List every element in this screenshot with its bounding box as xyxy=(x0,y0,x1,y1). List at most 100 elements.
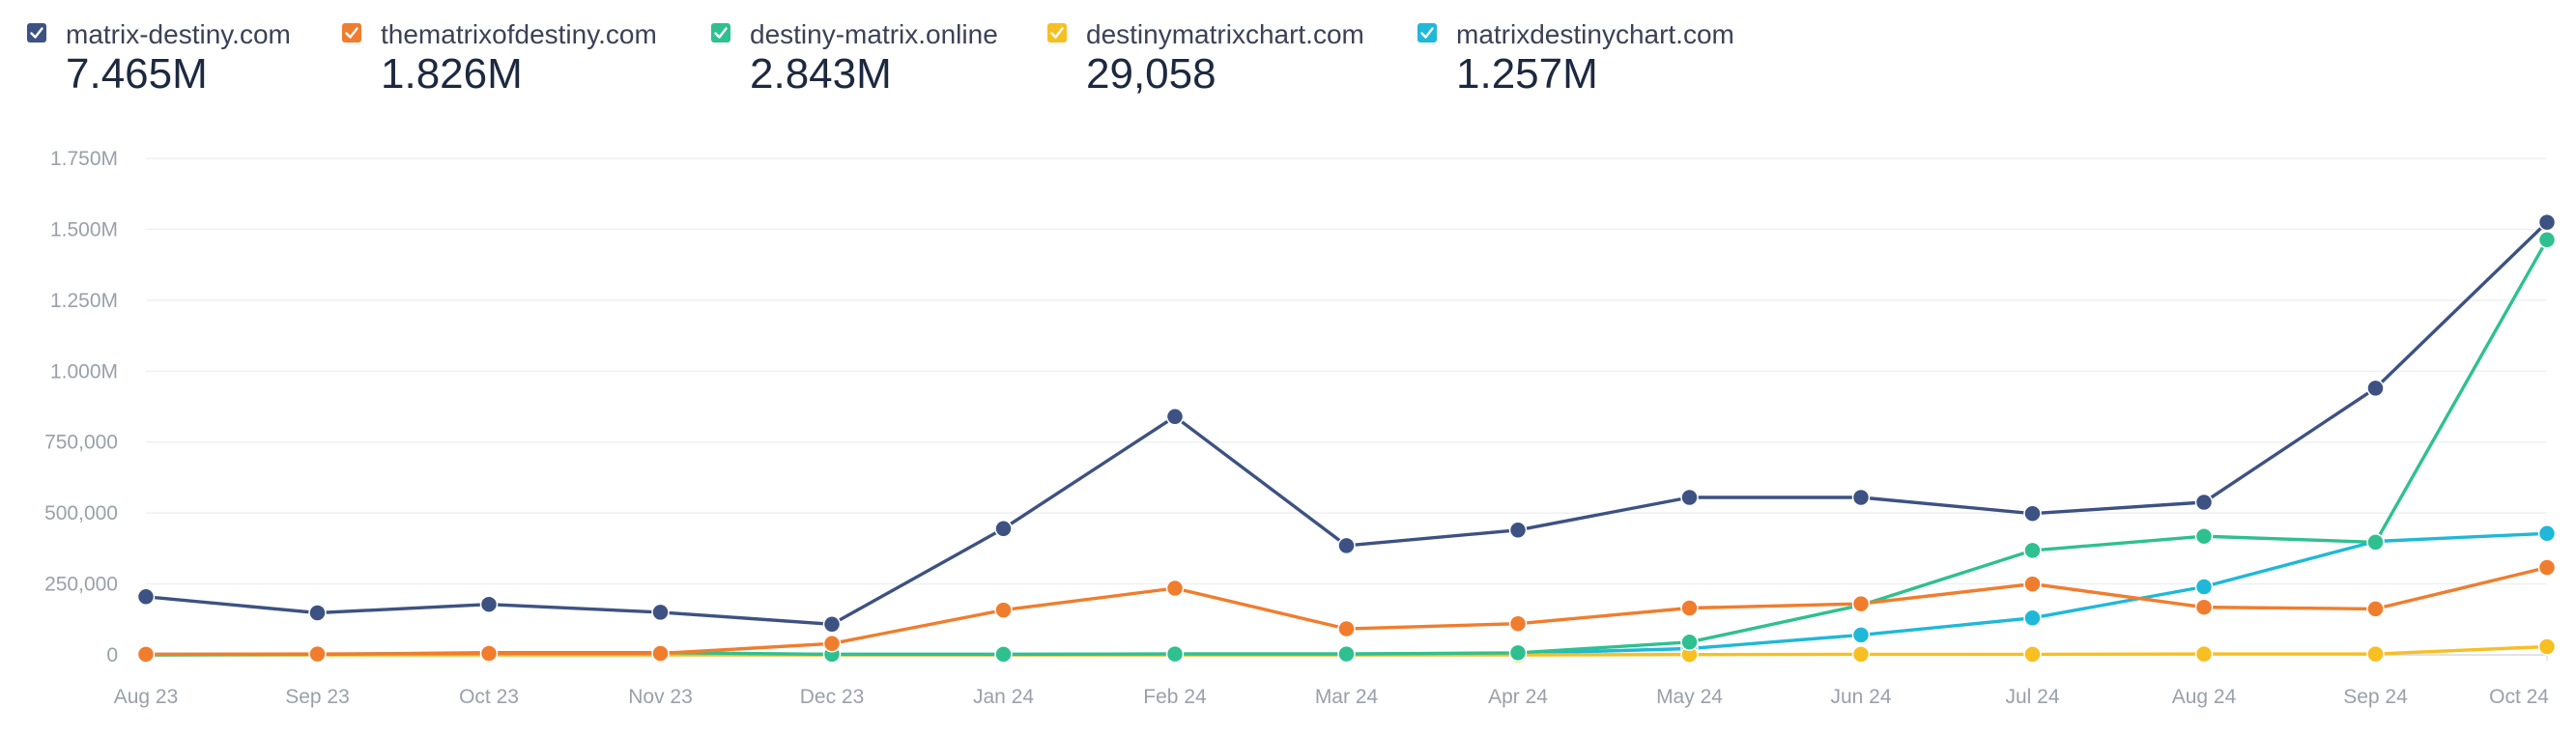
legend-domain-label: destiny-matrix.online xyxy=(750,19,998,49)
data-point[interactable] xyxy=(1680,599,1699,617)
data-point[interactable] xyxy=(2194,598,2214,616)
legend-total-value: 29,058 xyxy=(1086,50,1216,98)
data-point[interactable] xyxy=(994,601,1013,619)
data-point[interactable] xyxy=(2537,212,2557,232)
series-2 xyxy=(136,558,2557,664)
data-point[interactable] xyxy=(2194,578,2214,596)
x-tick-label: Jul 24 xyxy=(2005,686,2059,708)
data-point[interactable] xyxy=(994,645,1013,664)
data-point[interactable] xyxy=(1337,536,1356,555)
legend: matrix-destiny.com 7.465M thematrixofdes… xyxy=(0,0,2576,98)
series-1 xyxy=(136,212,2557,634)
data-point[interactable] xyxy=(136,645,156,664)
data-point[interactable] xyxy=(1165,408,1185,426)
x-tick-label: Aug 23 xyxy=(114,686,179,708)
data-point[interactable] xyxy=(2366,533,2385,552)
legend-total-value: 2.843M xyxy=(750,50,892,98)
data-point[interactable] xyxy=(1337,619,1356,638)
data-point[interactable] xyxy=(2366,379,2385,398)
data-point[interactable] xyxy=(1680,633,1699,652)
data-point[interactable] xyxy=(1851,626,1871,644)
checkmark-icon xyxy=(714,27,728,39)
x-axis: Aug 23 Sep 23 Oct 23 Nov 23 Dec 23 Jan 24 Feb … xyxy=(114,655,2549,708)
data-point[interactable] xyxy=(479,595,499,613)
data-point[interactable] xyxy=(2537,524,2557,543)
data-point[interactable] xyxy=(2023,541,2042,560)
x-tick-label: Dec 23 xyxy=(800,686,865,708)
data-point[interactable] xyxy=(1508,614,1528,633)
data-point[interactable] xyxy=(1165,579,1185,598)
data-point[interactable] xyxy=(1851,594,1871,613)
checkbox-icon[interactable] xyxy=(342,23,361,42)
series-line xyxy=(144,220,2549,626)
y-tick-label: 1.250M xyxy=(50,290,118,312)
series-line xyxy=(144,238,2549,657)
data-point[interactable] xyxy=(1508,521,1528,540)
data-point[interactable] xyxy=(2366,600,2385,618)
data-point[interactable] xyxy=(2537,637,2557,656)
data-point[interactable] xyxy=(2366,644,2385,664)
data-point[interactable] xyxy=(822,635,842,653)
data-point[interactable] xyxy=(1508,643,1528,663)
data-point[interactable] xyxy=(2194,526,2214,546)
data-point[interactable] xyxy=(136,587,156,607)
checkmark-icon xyxy=(1050,27,1064,39)
data-point[interactable] xyxy=(2023,504,2042,523)
data-point[interactable] xyxy=(1851,488,1871,507)
y-tick-label: 1.750M xyxy=(50,148,118,170)
y-tick-label: 750,000 xyxy=(44,432,118,454)
grid-layer xyxy=(146,157,2547,656)
x-tick-label: Nov 23 xyxy=(628,686,693,708)
y-axis: 0 250,000 500,000 750,000 1.000M 1.250M 1.500M… xyxy=(44,148,118,666)
x-tick-label: Apr 24 xyxy=(1488,686,1548,708)
x-tick-label: Jun 24 xyxy=(1830,686,1891,708)
legend-domain-label: matrix-destiny.com xyxy=(66,19,291,49)
x-tick-label: Jan 24 xyxy=(973,686,1034,708)
data-point[interactable] xyxy=(479,644,499,663)
data-point[interactable] xyxy=(2537,231,2557,249)
checkmark-icon xyxy=(30,27,43,39)
x-tick-label: Feb 24 xyxy=(1143,686,1207,708)
x-tick-label: May 24 xyxy=(1656,686,1723,708)
data-point[interactable] xyxy=(994,520,1013,538)
series-3 xyxy=(136,231,2557,665)
data-point[interactable] xyxy=(2023,609,2042,628)
legend-total-value: 1.826M xyxy=(381,50,523,98)
series-layer xyxy=(136,212,2557,665)
checkbox-icon[interactable] xyxy=(1047,23,1067,42)
data-point[interactable] xyxy=(2023,575,2042,593)
data-point[interactable] xyxy=(308,604,327,622)
data-point[interactable] xyxy=(1337,644,1356,664)
x-tick-label: Mar 24 xyxy=(1315,686,1379,708)
data-point[interactable] xyxy=(651,603,670,622)
data-point[interactable] xyxy=(2194,644,2214,664)
data-point[interactable] xyxy=(2023,645,2042,664)
checkmark-icon xyxy=(1420,27,1434,39)
data-point[interactable] xyxy=(308,644,327,664)
data-point[interactable] xyxy=(822,615,842,634)
checkmark-icon xyxy=(345,27,358,39)
data-point[interactable] xyxy=(2194,493,2214,512)
x-tick-label: Sep 24 xyxy=(2343,686,2408,708)
data-point[interactable] xyxy=(2537,558,2557,577)
legend-total-value: 7.465M xyxy=(66,50,208,98)
x-tick-label: Oct 24 xyxy=(2489,686,2549,708)
data-point[interactable] xyxy=(651,644,670,663)
data-point[interactable] xyxy=(1851,645,1871,664)
checkbox-icon[interactable] xyxy=(711,23,730,42)
data-point[interactable] xyxy=(1165,644,1185,664)
legend-domain-label: matrixdestinychart.com xyxy=(1456,19,1734,49)
checkbox-icon[interactable] xyxy=(1417,23,1437,42)
y-tick-label: 1.500M xyxy=(50,218,118,241)
y-tick-label: 500,000 xyxy=(44,502,118,524)
legend-total-value: 1.257M xyxy=(1456,50,1598,98)
y-tick-label: 1.000M xyxy=(50,360,118,382)
legend-domain-label: thematrixofdestiny.com xyxy=(381,19,657,49)
data-point[interactable] xyxy=(1680,488,1699,507)
x-tick-label: Oct 23 xyxy=(459,686,519,708)
x-tick-label: Sep 23 xyxy=(285,686,350,708)
series-line xyxy=(144,565,2549,657)
checkbox-icon[interactable] xyxy=(27,23,46,42)
